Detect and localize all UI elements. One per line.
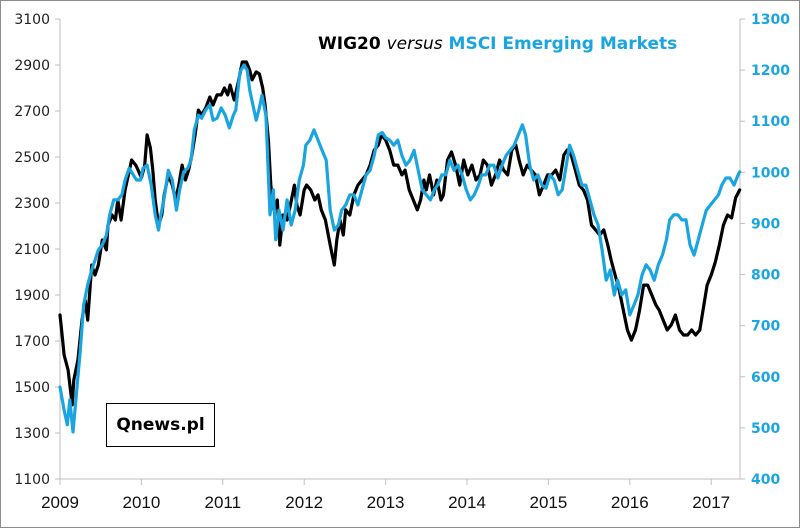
left-tick-label: 2300 <box>14 196 50 212</box>
left-tick-label: 2500 <box>14 150 50 166</box>
right-tick-label: 900 <box>751 216 780 232</box>
x-tick-label: 2015 <box>529 493 567 512</box>
left-tick-label: 1300 <box>14 426 50 442</box>
series-line-wig20 <box>58 60 742 407</box>
right-tick-label: 600 <box>751 370 780 386</box>
title-versus: versus <box>386 34 443 54</box>
x-tick-label: 2017 <box>692 493 730 512</box>
watermark-box: Qnews.pl <box>106 403 215 447</box>
right-tick-label: 700 <box>751 319 780 335</box>
title-wig20: WIG20 <box>318 34 381 54</box>
x-tick-label: 2014 <box>448 493 486 512</box>
x-tick-label: 2010 <box>122 493 160 512</box>
x-tick-label: 2009 <box>41 493 79 512</box>
watermark-text: Qnews.pl <box>116 415 205 435</box>
right-tick-label: 1000 <box>751 165 790 181</box>
left-tick-label: 3100 <box>14 12 50 28</box>
x-tick-label: 2011 <box>205 493 242 512</box>
axes-group: 3100 2900 2700 2500 2300 2100 1900 1700 1500 1300… <box>14 12 790 512</box>
x-tick-label: 2012 <box>285 493 323 512</box>
series-group <box>58 60 742 434</box>
right-tick-label: 1100 <box>751 114 790 130</box>
right-tick-label: 500 <box>751 421 780 437</box>
left-tick-label: 2700 <box>14 104 50 120</box>
right-tick-label: 800 <box>751 268 780 284</box>
left-tick-label: 1500 <box>14 380 50 396</box>
series-line-msci <box>58 63 742 434</box>
left-tick-label: 1100 <box>14 472 50 488</box>
right-tick-label: 1300 <box>751 12 790 28</box>
right-tick-label: 1200 <box>751 63 790 79</box>
left-tick-label: 1900 <box>14 288 50 304</box>
chart-title: WIG20 versus MSCI Emerging Markets <box>318 34 677 54</box>
left-tick-label: 2100 <box>14 242 50 258</box>
left-tick-label: 1700 <box>14 334 50 350</box>
title-msci: MSCI Emerging Markets <box>448 34 678 54</box>
right-tick-label: 400 <box>751 472 780 488</box>
x-tick-label: 2016 <box>611 493 649 512</box>
x-tick-label: 2013 <box>367 493 405 512</box>
left-tick-label: 2900 <box>14 58 50 74</box>
